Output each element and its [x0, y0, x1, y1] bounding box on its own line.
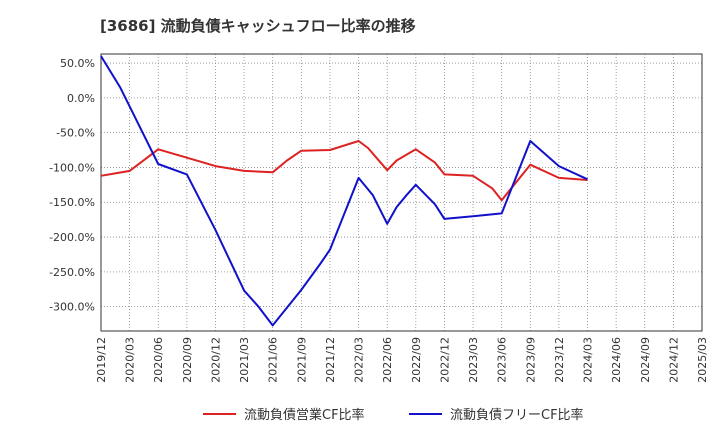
x-tick-label: 2022/09	[410, 337, 423, 383]
series-line	[100, 140, 588, 202]
series-lines	[100, 55, 588, 327]
x-tick-label: 2021/12	[324, 337, 337, 383]
x-tick-label: 2023/12	[553, 337, 566, 383]
x-tick-label: 2022/06	[381, 337, 394, 383]
y-tick-label: -100.0%	[49, 161, 95, 174]
plot-frame	[100, 53, 703, 332]
legend: 流動負債営業CF比率 流動負債フリーCF比率	[203, 407, 584, 423]
x-tick-label: 2021/06	[267, 337, 280, 383]
x-tick-label: 2021/09	[295, 337, 308, 383]
x-tick-label: 2022/12	[438, 337, 451, 383]
x-tick-label: 2021/03	[238, 337, 251, 383]
axes: 50.0% 0.0% -50.0% -100.0% -150.0% -200.0% -250…	[49, 53, 709, 383]
x-tick-label: 2022/03	[353, 337, 366, 383]
y-tick-label: -300.0%	[49, 301, 95, 314]
x-tick-label: 2024/06	[610, 337, 623, 383]
grid	[100, 54, 703, 331]
y-tick-label: 0.0%	[67, 92, 95, 105]
y-tick-label: -50.0%	[56, 127, 95, 140]
x-tick-label: 2023/03	[467, 337, 480, 383]
x-tick-label: 2020/09	[181, 337, 194, 383]
x-tick-label: 2020/06	[152, 337, 165, 383]
x-tick-label: 2024/09	[639, 337, 652, 383]
y-tick-label: -200.0%	[49, 231, 95, 244]
y-tick-label: -150.0%	[49, 196, 95, 209]
y-tick-label: 50.0%	[60, 57, 95, 70]
x-tick-label: 2019/12	[95, 337, 108, 383]
x-tick-label: 2023/09	[524, 337, 537, 383]
chart-title: [3686] 流動負債キャッシュフロー比率の推移	[100, 17, 416, 35]
x-tick-label: 2025/03	[696, 337, 709, 383]
x-tick-label: 2024/03	[582, 337, 595, 383]
x-tick-label: 2023/06	[496, 337, 509, 383]
x-tick-label: 2020/03	[124, 337, 137, 383]
legend-label: 流動負債営業CF比率	[244, 407, 365, 423]
series-line	[100, 55, 588, 327]
y-tick-label: -250.0%	[49, 266, 95, 279]
x-tick-label: 2024/12	[667, 337, 680, 383]
x-tick-label: 2020/12	[209, 337, 222, 383]
legend-label: 流動負債フリーCF比率	[450, 407, 584, 423]
